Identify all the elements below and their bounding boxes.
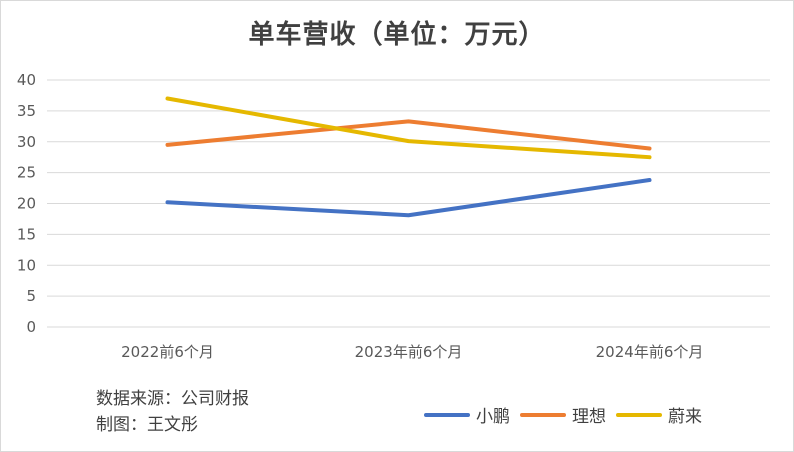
legend-item: 理想 [520,402,606,427]
x-tick-label: 2024年前6个月 [596,343,704,361]
y-tick-label: 5 [26,287,36,305]
chart-title: 单车营收（单位：万元） [248,20,546,50]
series-line-蔚来 [165,96,652,160]
legend-swatch [424,412,470,417]
y-tick-label: 35 [17,102,36,120]
y-tick-label: 30 [17,133,36,151]
chart-legend: 小鹏 理想 蔚来 [424,402,712,427]
y-tick-label: 20 [17,195,36,213]
x-tick-label: 2022前6个月 [121,343,214,361]
legend-swatch [616,412,662,417]
legend-swatch [520,412,566,417]
legend-label: 小鹏 [476,407,510,427]
series-line-小鹏 [165,178,652,218]
source-note: 数据来源：公司财报 [96,389,249,409]
series-line-理想 [165,119,652,151]
legend-item: 蔚来 [616,402,702,427]
y-tick-label: 0 [26,318,36,336]
author-note: 制图：王文彤 [96,415,198,435]
legend-label: 蔚来 [668,407,702,427]
x-tick-label: 2023年前6个月 [355,343,463,361]
y-tick-label: 40 [17,71,36,89]
legend-item: 小鹏 [424,402,510,427]
y-tick-label: 10 [17,256,36,274]
y-tick-label: 25 [17,164,36,182]
y-tick-label: 15 [17,225,36,243]
legend-label: 理想 [572,407,606,427]
